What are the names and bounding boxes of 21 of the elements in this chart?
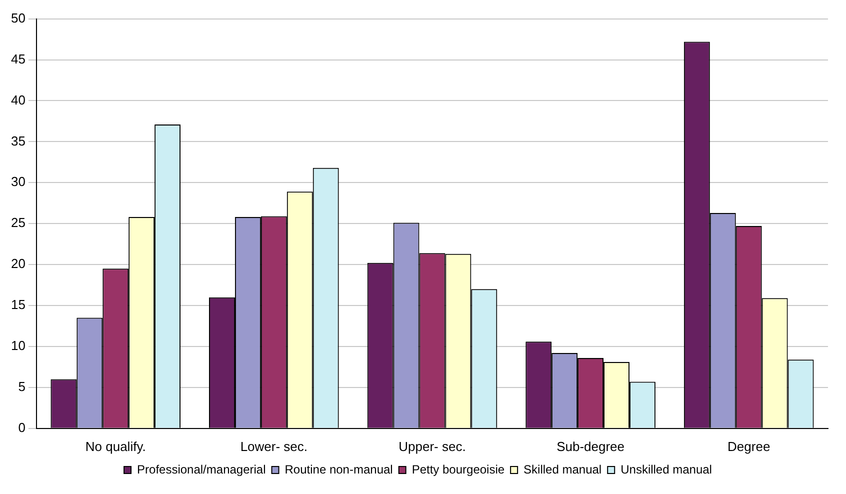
legend-label: Routine non-manual — [284, 462, 393, 476]
x-tick-label: Upper- sec. — [398, 438, 466, 454]
legend-label: Unskilled manual — [620, 462, 712, 476]
x-tick-label: No qualify. — [85, 438, 146, 454]
y-tick-label: 50 — [10, 10, 26, 26]
y-tick-label: 35 — [10, 133, 26, 148]
y-tick-label: 45 — [10, 51, 26, 66]
legend-label: Professional/managerial — [137, 462, 266, 476]
y-tick-label: 20 — [10, 256, 26, 272]
y-tick-label: 40 — [10, 92, 26, 108]
legend-label: Skilled manual — [524, 462, 602, 476]
y-tick-label: 25 — [10, 215, 26, 230]
y-tick-label: 0 — [18, 420, 26, 435]
y-tick-label: 5 — [18, 379, 26, 394]
y-tick-label: 10 — [10, 338, 26, 354]
x-tick-label: Degree — [728, 438, 770, 454]
x-tick-label: Sub-degree — [556, 438, 625, 454]
y-tick-label: 30 — [10, 174, 26, 190]
x-tick-label: Lower- sec. — [240, 438, 308, 454]
legend-label: Petty bourgeoisie — [412, 462, 505, 476]
y-tick-label: 15 — [10, 297, 26, 312]
